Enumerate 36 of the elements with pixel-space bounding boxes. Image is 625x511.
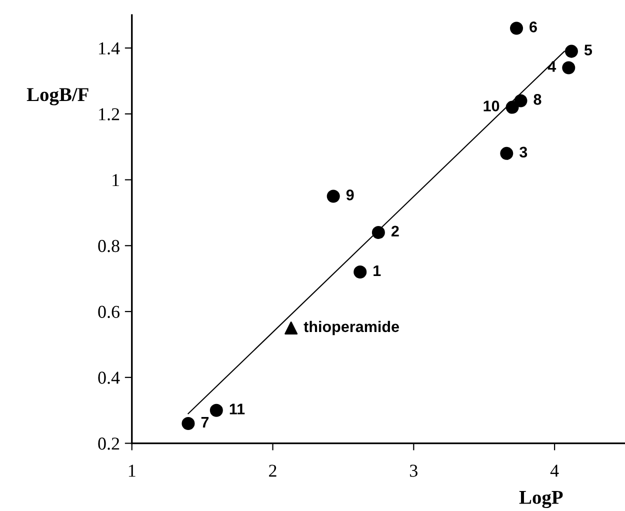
point [372,226,385,239]
y-tick-label: 0.6 [98,306,120,318]
annotation: 6 [530,22,537,32]
point [562,61,576,74]
point [210,404,223,417]
annotation: 7 [201,416,209,428]
annotation: 3 [520,146,528,158]
y-tick-label: 0.8 [98,240,120,252]
y-tick-label: 0.4 [98,372,120,384]
annotation: 2 [391,226,399,236]
y-axis-title: LogB/F [26,88,88,106]
annotation: 10 [484,100,500,112]
y-tick-label: 1.4 [99,42,120,55]
point [326,190,340,203]
point [514,94,528,108]
point [500,146,514,160]
x-tick-label: 2 [269,464,276,477]
point [354,266,367,279]
point [564,44,578,58]
x-tick-label: 3 [410,464,418,477]
point [182,417,195,430]
y-tick-label: 1 [112,174,119,186]
annotation: 9 [346,190,354,200]
x-tick-label: 1 [128,464,136,477]
y-tick-label: 1.2 [99,108,120,120]
point [284,322,298,335]
annotation: thioperamide [304,320,399,336]
annotation: 5 [584,44,592,56]
x-tick-label: 4 [550,464,559,477]
annotation: 11 [230,404,245,414]
annotation: 1 [374,265,381,276]
annotation: 8 [534,94,542,105]
point [506,100,519,114]
x-axis-title: LogP [519,491,563,508]
point [510,22,524,35]
y-tick-label: 0.2 [98,438,120,450]
